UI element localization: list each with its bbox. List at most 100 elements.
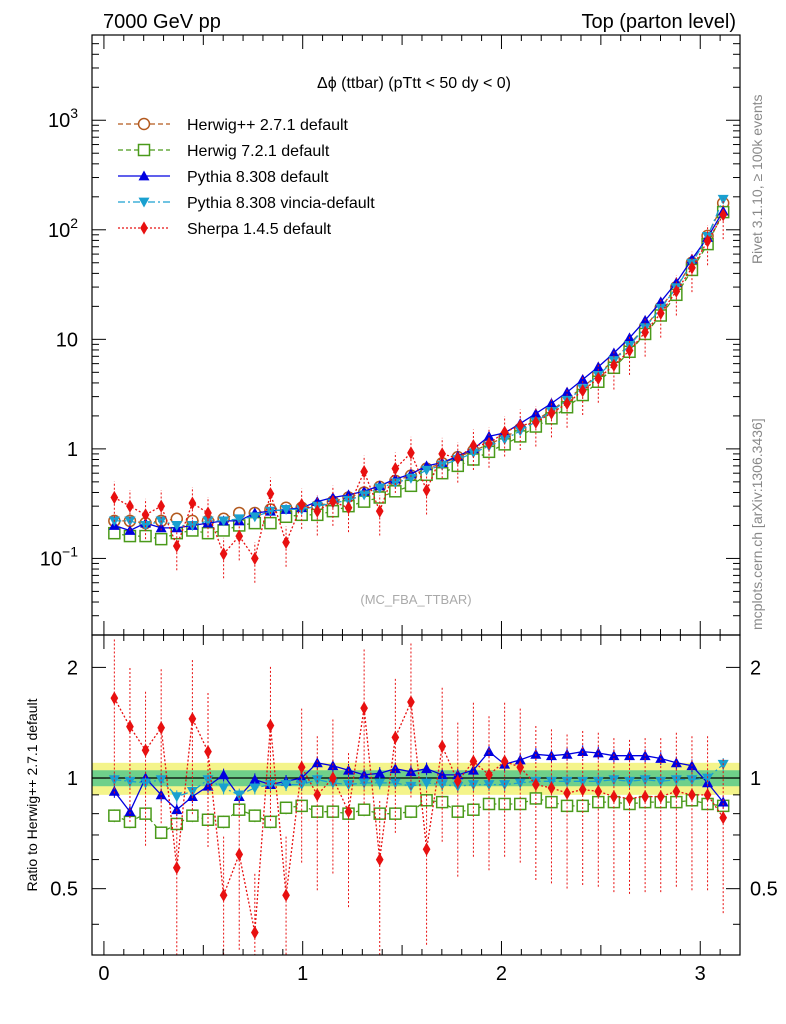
ratio-point xyxy=(672,784,681,798)
data-point xyxy=(233,514,245,525)
ratio-point xyxy=(282,888,290,902)
ratio-point xyxy=(248,809,262,822)
ratio-point xyxy=(576,799,589,813)
data-point xyxy=(453,451,462,465)
ratio-line xyxy=(114,763,724,798)
data-point xyxy=(217,524,230,537)
data-point xyxy=(717,194,729,205)
ratio-y-tick-label-right: 0.5 xyxy=(750,879,778,901)
ratio-point xyxy=(655,776,667,787)
ratio-panel: 0.5 0.5 1 1 2 2 0 1 2 3 Ratio to Herwig++ 2.7.1 d… xyxy=(24,634,778,985)
ratio-point xyxy=(140,778,152,789)
ratio-point xyxy=(311,775,323,786)
ratio-point xyxy=(280,780,292,791)
data-point xyxy=(235,529,244,543)
data-point xyxy=(547,406,556,420)
ratio-point xyxy=(155,775,167,786)
ratio-y-tick-label-right: 1 xyxy=(750,768,761,790)
series-4 xyxy=(110,198,728,583)
data-point xyxy=(563,396,571,411)
ratio-point xyxy=(154,826,168,839)
ratio-point xyxy=(608,775,620,786)
ratio-point xyxy=(218,783,230,794)
data-point xyxy=(391,462,400,476)
data-point xyxy=(204,506,212,520)
legend-entry: Herwig 7.2.1 default xyxy=(118,143,330,160)
data-point xyxy=(421,465,433,476)
ratio-point xyxy=(655,753,667,763)
ratio-point xyxy=(297,760,306,774)
ratio-point xyxy=(264,780,276,791)
data-point xyxy=(249,512,261,523)
ratio-point xyxy=(218,769,230,780)
series-1 xyxy=(108,205,730,546)
series-line xyxy=(114,210,724,532)
ratio-point xyxy=(266,718,275,733)
ratio-point xyxy=(531,777,540,792)
main-panel: Δϕ (ttbar) (pTtt < 50 dy < 0) (MC_FBA_TT… xyxy=(40,34,741,636)
ratio-point xyxy=(421,778,433,789)
ratio-series xyxy=(108,638,730,955)
ratio-point xyxy=(485,768,493,782)
ratio-y-tick-label-right: 2 xyxy=(750,657,761,679)
ratio-point xyxy=(467,803,480,816)
ratio-point xyxy=(405,781,417,792)
ratio-point xyxy=(141,743,150,757)
data-point xyxy=(171,521,183,531)
ratio-point xyxy=(235,847,244,861)
data-point xyxy=(688,261,696,275)
ratio-point xyxy=(561,776,573,787)
ratio-y-tick-label: 0.5 xyxy=(50,879,78,901)
y-tick-label: 102 xyxy=(48,215,78,242)
data-point xyxy=(139,529,152,543)
ratio-point xyxy=(610,790,618,804)
series-2 xyxy=(108,205,729,535)
ratio-point xyxy=(360,701,368,715)
data-point xyxy=(313,504,322,518)
ratio-point xyxy=(656,790,665,804)
ratio-point xyxy=(407,695,415,709)
y-tick-label: 10 xyxy=(56,329,78,351)
legend-entry: Sherpa 1.4.5 default xyxy=(118,221,332,238)
data-point xyxy=(625,343,634,358)
ratio-point xyxy=(438,739,447,753)
ratio-ylabel: Ratio to Herwig++ 2.7.1 default xyxy=(24,698,40,891)
data-point xyxy=(266,487,275,501)
ratio-point xyxy=(404,805,418,818)
ratio-point xyxy=(357,803,371,816)
ratio-point xyxy=(469,754,478,768)
x-tick-label: 1 xyxy=(297,963,308,985)
ratio-point xyxy=(688,788,696,802)
ratio-point xyxy=(514,754,526,765)
ratio-point xyxy=(467,780,479,791)
x-tick-label: 3 xyxy=(695,963,706,985)
ratio-point xyxy=(670,775,682,786)
y-tick-label: 1 xyxy=(67,439,78,461)
ratio-line xyxy=(114,797,724,834)
ratio-point xyxy=(157,721,166,735)
ratio-point xyxy=(375,852,384,867)
ratio-point xyxy=(499,780,511,791)
ratio-point xyxy=(171,804,183,815)
header-right: Top (parton level) xyxy=(581,11,736,33)
ratio-point xyxy=(374,767,386,778)
legend-label: Pythia 8.308 default xyxy=(187,169,329,186)
data-point xyxy=(485,436,493,451)
data-point xyxy=(172,539,181,553)
data-point xyxy=(610,358,618,372)
data-point xyxy=(280,505,292,515)
legend-label: Pythia 8.308 vincia-default xyxy=(187,195,375,212)
legend-label: Sherpa 1.4.5 default xyxy=(187,221,332,238)
series-0 xyxy=(108,196,730,530)
data-point xyxy=(375,504,384,518)
data-point xyxy=(360,465,368,479)
ratio-point xyxy=(435,795,449,809)
data-point xyxy=(297,498,306,512)
legend-entry: Pythia 8.308 vincia-default xyxy=(118,195,375,212)
data-point xyxy=(219,547,228,561)
ratio-point xyxy=(483,746,495,757)
data-point xyxy=(188,496,197,510)
data-point xyxy=(641,325,649,339)
data-point xyxy=(141,508,150,522)
y-tick-label: 103 xyxy=(48,105,78,132)
